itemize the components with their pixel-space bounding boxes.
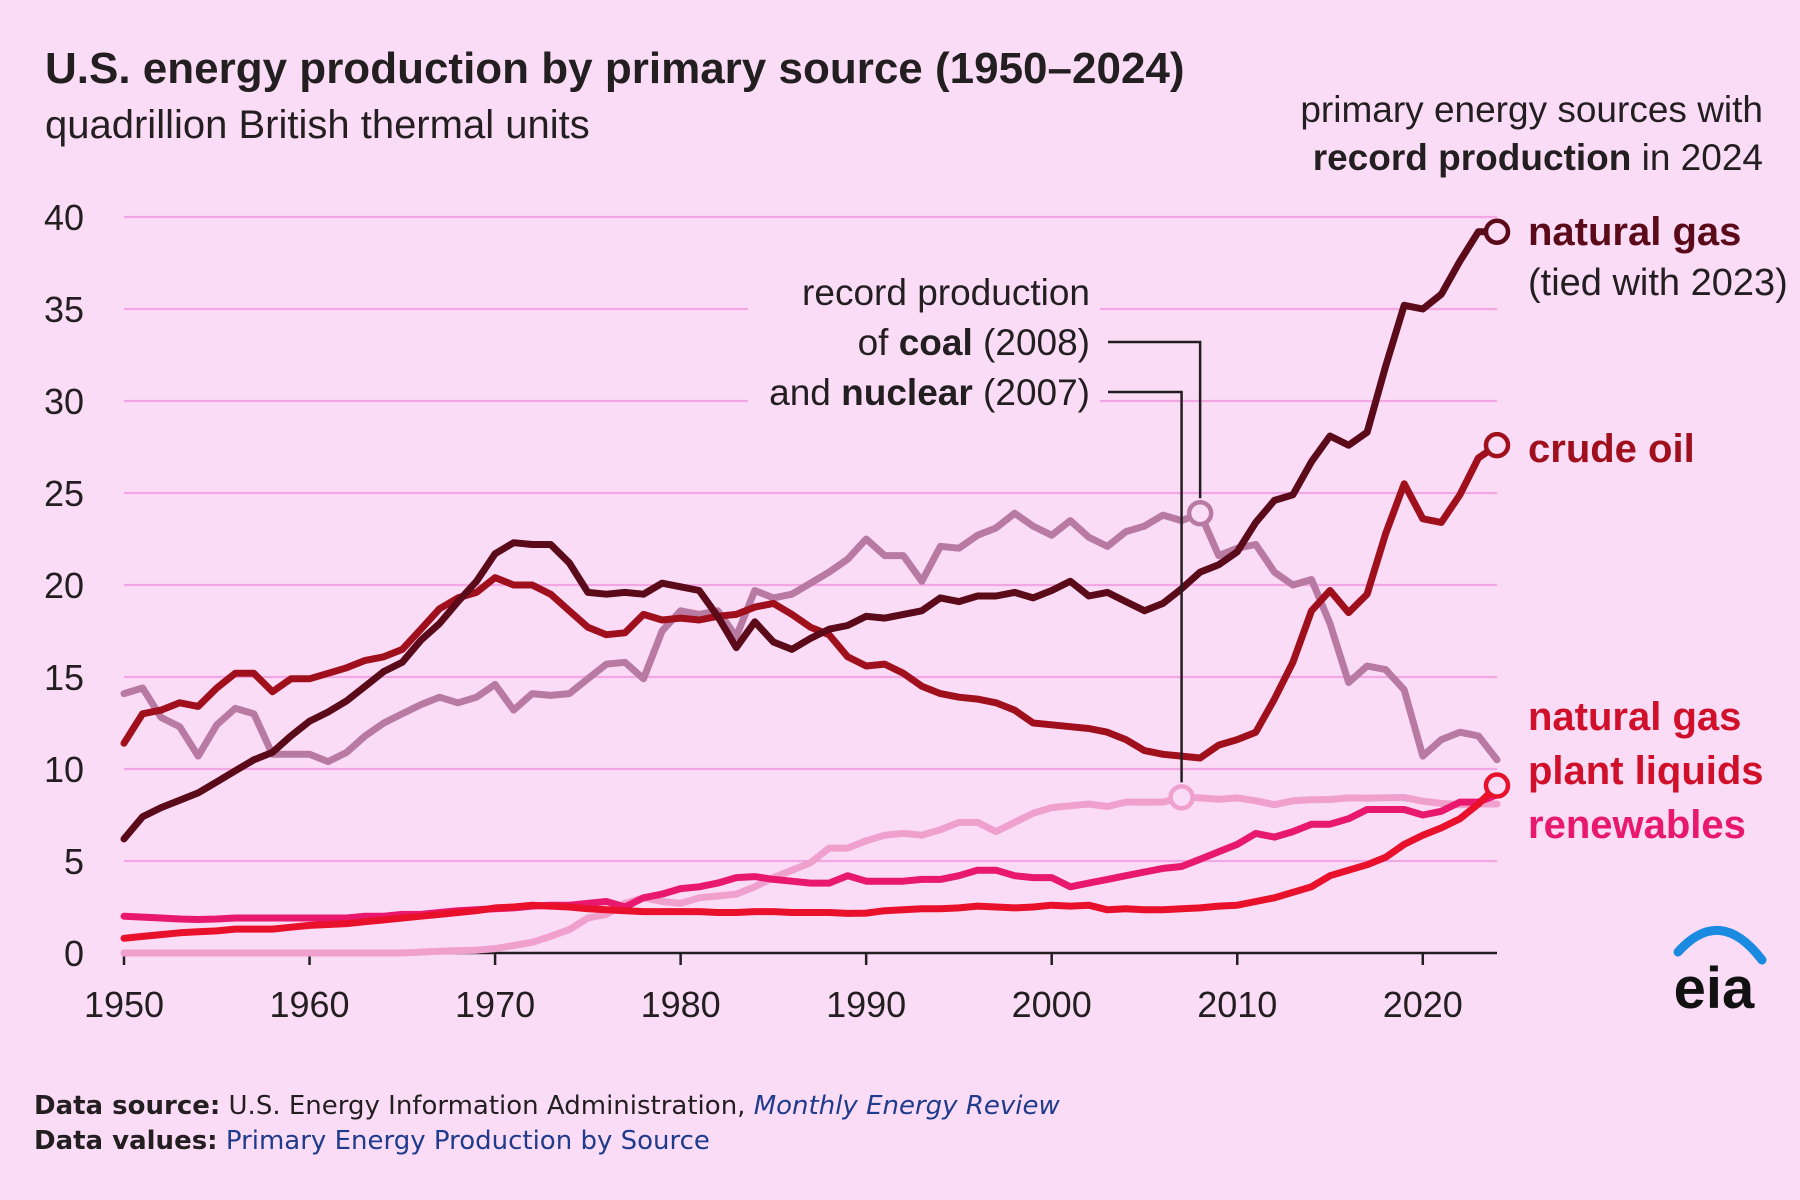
coal-nuclear-note-line2: of coal (2008) [858,322,1090,363]
y-tick-label-40: 40 [44,197,84,238]
coal-nuclear-note-line3: and nuclear (2007) [769,372,1090,413]
x-axis-ticks: 1950 1960 1970 1980 1990 2000 2010 2020 [84,953,1463,1025]
chart-subtitle: quadrillion British thermal units [45,103,590,147]
record-note-bold: record production [1313,137,1632,178]
eia-logo: eia [1673,925,1767,1021]
series-line-natural-gas [120,228,1501,843]
coal-nuclear-note-line1: record production [802,272,1090,313]
nuclear-note-post: (2007) [973,372,1090,413]
x-tick-label-2000: 2000 [1012,984,1092,1025]
footer-source-link[interactable]: Monthly Energy Review [754,1091,1061,1121]
series-line-renewables [120,791,1501,923]
series-line-nuclear [120,793,1501,957]
x-tick-label-1950: 1950 [84,984,164,1025]
coal-note-pre: of [858,322,899,363]
y-tick-label-15: 15 [44,657,84,698]
record-note-line1: primary energy sources with [1300,89,1763,130]
x-tick-label-2010: 2010 [1197,984,1277,1025]
y-tick-label-5: 5 [64,841,84,882]
y-tick-label-10: 10 [44,749,84,790]
series-line-coal [120,509,1501,766]
eia-logo-text: eia [1674,956,1755,1021]
leader-coal [1108,340,1202,499]
x-tick-label-1990: 1990 [826,984,906,1025]
record-marker-natural-gas [1483,218,1511,245]
y-axis-ticks: 0 5 10 15 20 25 30 35 40 [44,197,84,974]
series-line-natural-gas-plant-liquids [120,782,1501,942]
record-note-rest: in 2024 [1631,137,1763,178]
footer-values: Data values: Primary Energy Production b… [34,1126,710,1156]
footer-source-text: U.S. Energy Information Administration, [220,1091,753,1121]
coal-note-post: (2008) [973,322,1090,363]
record-marker-natural-gas-plant-liquids [1483,772,1511,799]
y-tick-label-30: 30 [44,381,84,422]
record-marker-crude-oil [1483,431,1511,459]
label-crude-oil: crude oil [1528,427,1695,471]
leader-nuclear [1108,390,1183,783]
footer-values-label: Data values: [34,1126,218,1156]
record-markers [1168,218,1511,811]
x-tick-label-1970: 1970 [455,984,535,1025]
record-note-line2: record production in 2024 [1313,137,1763,178]
annotation-leaders [1108,340,1202,783]
x-tick-label-2020: 2020 [1383,984,1463,1025]
label-natural-gas: natural gas [1528,210,1741,254]
chart-title: U.S. energy production by primary source… [45,44,1185,93]
nuclear-note-bold: nuclear [841,372,973,413]
y-tick-label-0: 0 [64,933,84,974]
label-natural-gas-note: (tied with 2023) [1528,262,1788,304]
footer-source: Data source: U.S. Energy Information Adm… [34,1091,1060,1121]
y-tick-label-25: 25 [44,473,84,514]
coal-note-bold: coal [899,322,973,363]
label-ngpl-line1: natural gas [1528,695,1741,739]
record-marker-coal [1186,499,1214,527]
nuclear-note-pre: and [769,372,841,413]
label-ngpl-line2: plant liquids [1528,749,1764,793]
series-line-crude-oil [120,441,1501,762]
y-tick-label-35: 35 [44,289,84,330]
label-renewables: renewables [1528,803,1746,847]
y-tick-label-20: 20 [44,565,84,606]
annotation-background [748,262,1100,422]
x-tick-label-1980: 1980 [641,984,721,1025]
footer-source-label: Data source: [34,1091,220,1121]
x-tick-label-1960: 1960 [269,984,349,1025]
series-lines [120,228,1501,957]
record-marker-nuclear [1168,784,1195,811]
annotation-bg-rect [748,262,1100,422]
footer-values-link[interactable]: Primary Energy Production by Source [226,1126,710,1156]
eia-logo-swoosh [1673,925,1767,965]
